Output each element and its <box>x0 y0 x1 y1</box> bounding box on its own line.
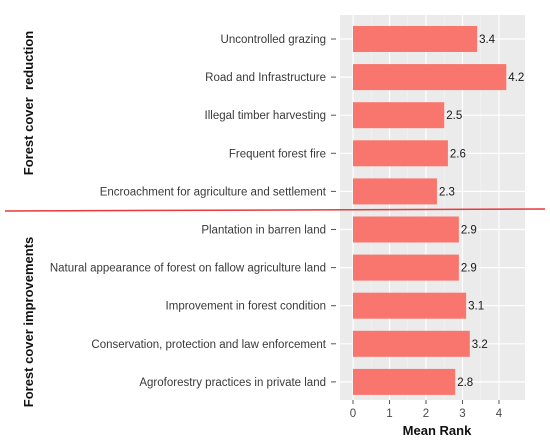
bars <box>353 26 507 395</box>
bar <box>353 102 445 129</box>
bar <box>353 330 470 357</box>
bar <box>353 254 459 281</box>
x-tick-label: 1 <box>386 408 392 420</box>
bar <box>353 368 456 395</box>
x-tick-label: 4 <box>496 408 503 420</box>
data-label: 3.2 <box>472 339 488 351</box>
category-label: Uncontrolled grazing <box>221 34 326 46</box>
bar <box>353 140 448 167</box>
group-divider-line <box>4 208 546 212</box>
group-label: Forest cover improvements <box>21 237 36 408</box>
category-label: Conservation, protection and law enforce… <box>91 339 326 351</box>
x-tick-label: 2 <box>423 408 429 420</box>
bar <box>353 64 507 91</box>
category-label: Frequent forest fire <box>229 148 326 160</box>
data-label: 2.3 <box>439 186 455 198</box>
category-label: Plantation in barren land <box>201 225 326 237</box>
bar <box>353 178 437 205</box>
group-labels: Forest cover reduction Forest cover impro… <box>21 31 36 408</box>
bar <box>353 292 467 319</box>
data-label: 2.9 <box>461 263 477 275</box>
data-label: 2.9 <box>461 225 477 237</box>
data-label: 2.8 <box>457 377 473 389</box>
value-labels: 3.4 4.2 2.5 2.6 2.3 2.9 2.9 3.1 3.2 2.8 <box>439 34 524 389</box>
category-label: Improvement in forest condition <box>166 301 326 313</box>
x-tick-label: 0 <box>350 408 356 420</box>
data-label: 3.4 <box>479 34 496 46</box>
data-label: 4.2 <box>508 72 524 84</box>
bar <box>353 216 459 243</box>
x-tick-label: 3 <box>459 408 465 420</box>
data-label: 3.1 <box>468 301 484 313</box>
x-axis-ticks: 0 1 2 3 4 <box>350 400 503 420</box>
data-label: 2.5 <box>446 110 462 122</box>
category-label: Illegal timber harvesting <box>205 110 326 122</box>
data-label: 2.6 <box>450 148 466 160</box>
category-label: Road and Infrastructure <box>205 72 326 84</box>
category-label: Agroforestry practices in private land <box>139 377 326 389</box>
x-axis-title: Mean Rank <box>403 423 472 438</box>
category-labels: Uncontrolled grazing Road and Infrastruct… <box>50 34 336 389</box>
category-label: Natural appearance of forest on fallow a… <box>50 263 326 275</box>
category-label: Encroachment for agriculture and settlem… <box>100 186 327 198</box>
bar <box>353 26 478 52</box>
group-label: Forest cover reduction <box>21 31 36 176</box>
